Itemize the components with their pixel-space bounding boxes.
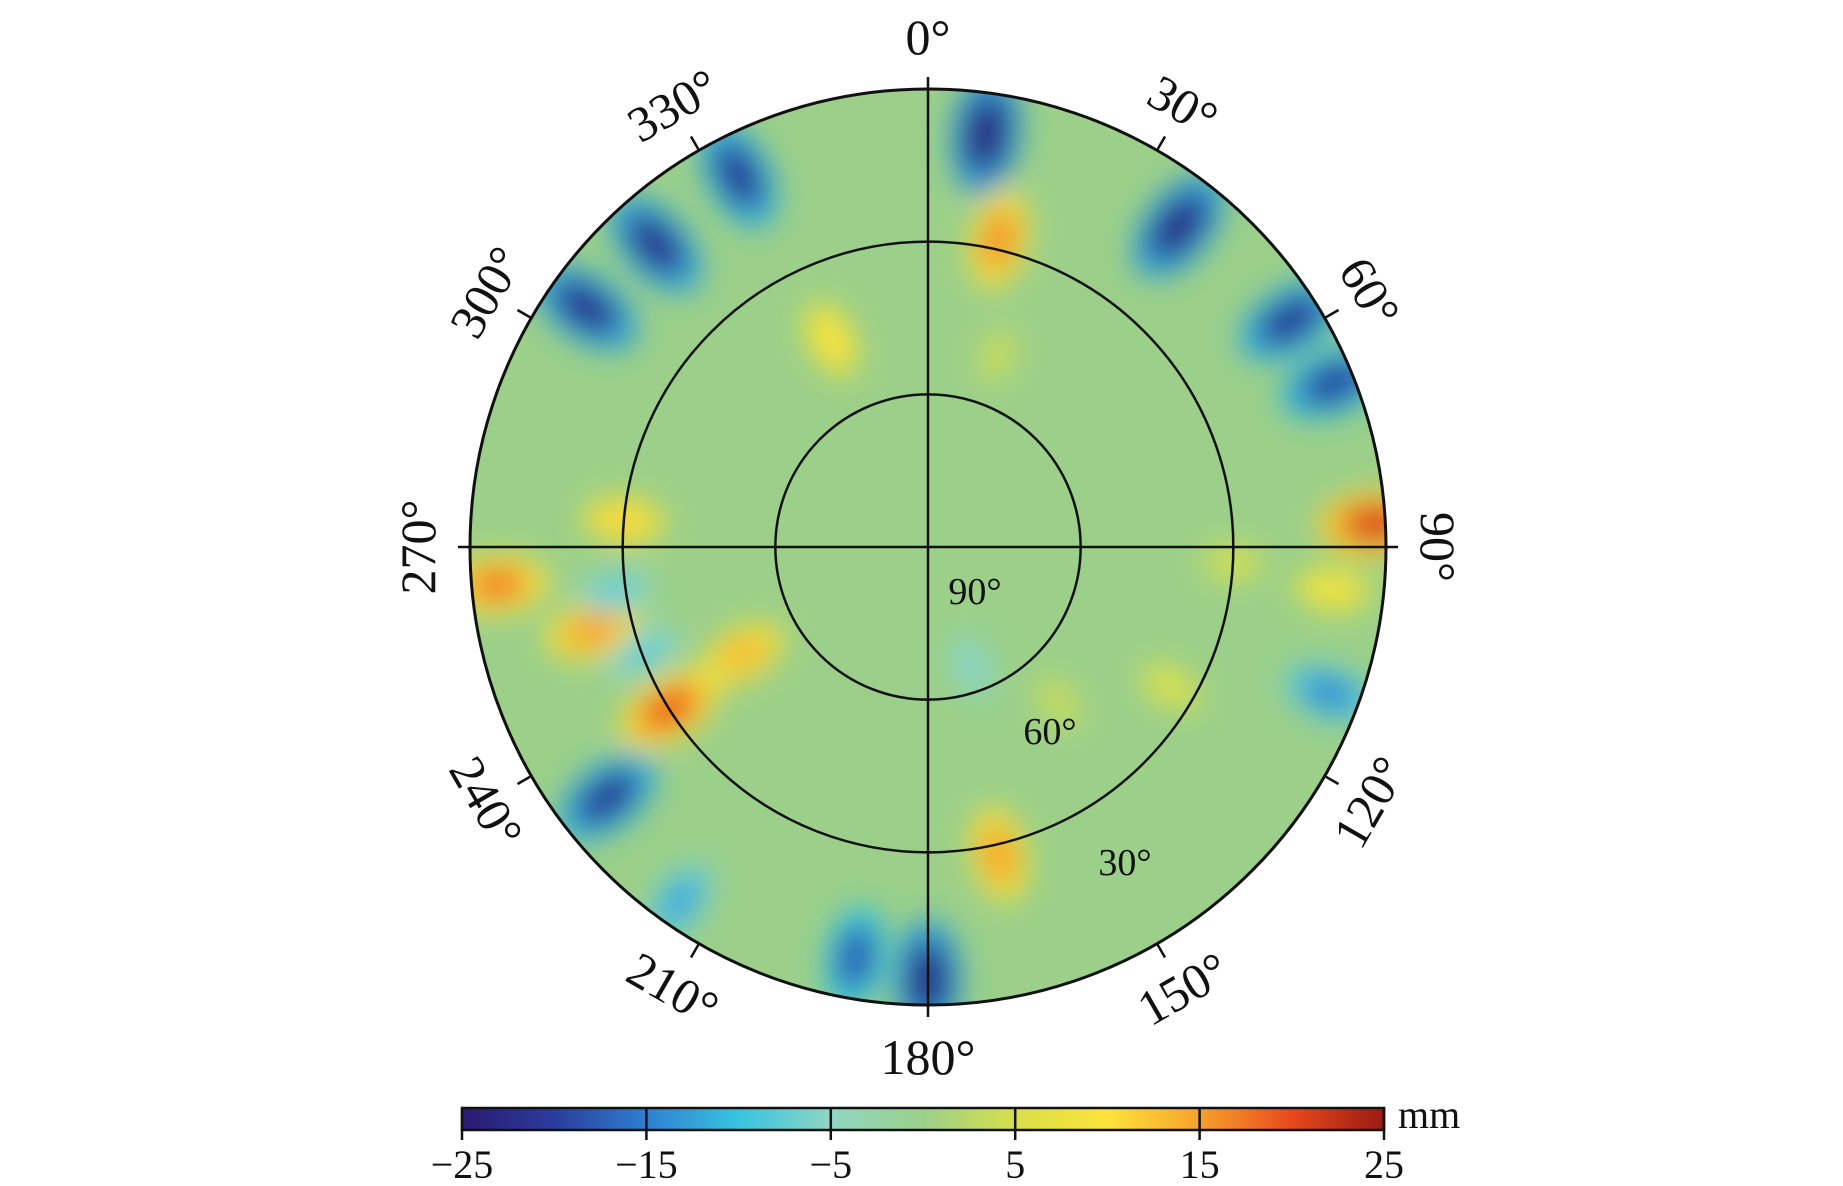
azimuth-tick-60 (1324, 308, 1340, 320)
azimuth-tick-30 (1155, 135, 1167, 151)
azimuth-label-0: 0° (906, 9, 951, 65)
field-blob-2 (1258, 295, 1323, 346)
colorbar-tick-label-3: 5 (1005, 1142, 1025, 1181)
azimuth-label-270: 270° (390, 500, 446, 595)
azimuth-label-210: 210° (618, 941, 728, 1037)
field-blob-11 (1308, 575, 1358, 604)
field-blob-28 (1150, 671, 1191, 703)
azimuth-label-240: 240° (438, 747, 534, 857)
colorbar-unit: mm (1398, 1092, 1460, 1137)
field-blob-0 (964, 95, 1008, 172)
azimuth-label-330: 330° (618, 57, 728, 153)
colorbar-tick-label-2: −5 (810, 1142, 853, 1181)
elevation-label-60: 60° (1023, 711, 1076, 753)
field-blob-12 (1301, 674, 1358, 712)
elevation-label-90: 90° (948, 571, 1001, 613)
colorbar-tick-label-0: −25 (431, 1142, 494, 1181)
azimuth-tick-240 (516, 774, 532, 786)
azimuth-tick-330 (689, 135, 701, 151)
field-blob-7 (980, 209, 1018, 271)
field-blob-17 (659, 877, 700, 926)
field-blob-16 (836, 925, 875, 991)
field-blob-8 (814, 315, 849, 364)
azimuth-label-30: 30° (1139, 64, 1228, 147)
field-blob-18 (576, 770, 638, 825)
field-blob-4 (714, 142, 763, 209)
skyplot-disk (470, 89, 1386, 1005)
colorbar-tick-label-5: 25 (1364, 1142, 1404, 1181)
azimuth-tick-210 (689, 943, 701, 959)
field-blob-23 (470, 566, 529, 603)
azimuth-label-60: 60° (1328, 248, 1411, 337)
azimuth-label-150: 150° (1128, 941, 1238, 1037)
azimuth-tick-120 (1324, 774, 1340, 786)
azimuth-label-180: 180° (881, 1029, 976, 1085)
azimuth-tick-150 (1155, 943, 1167, 959)
field-blob-26 (957, 645, 986, 688)
field-blob-1 (1150, 194, 1207, 259)
field-blob-21 (717, 634, 769, 674)
colorbar-tick-label-1: −15 (615, 1142, 678, 1181)
colorbar-gradient (460, 1106, 1386, 1132)
skyplot-grid (458, 77, 1398, 1017)
field-blob-10 (1339, 503, 1386, 544)
azimuth-label-300: 300° (438, 237, 534, 347)
field-blob-14 (981, 824, 1017, 884)
field-blob-6 (554, 280, 619, 335)
colorbar-tick-label-4: 15 (1180, 1142, 1220, 1181)
field-blob-5 (626, 214, 685, 275)
field-blob-9 (984, 336, 1011, 375)
azimuth-label-120: 120° (1322, 747, 1418, 857)
field-blob-22 (562, 612, 622, 649)
field-blob-27 (1043, 686, 1075, 720)
azimuth-tick-300 (516, 308, 532, 320)
elevation-label-30: 30° (1098, 842, 1151, 884)
colorbar: −25 −15 −5 5 15 25 mm (431, 1092, 1461, 1186)
azimuth-label-90: 90° (1410, 512, 1466, 582)
